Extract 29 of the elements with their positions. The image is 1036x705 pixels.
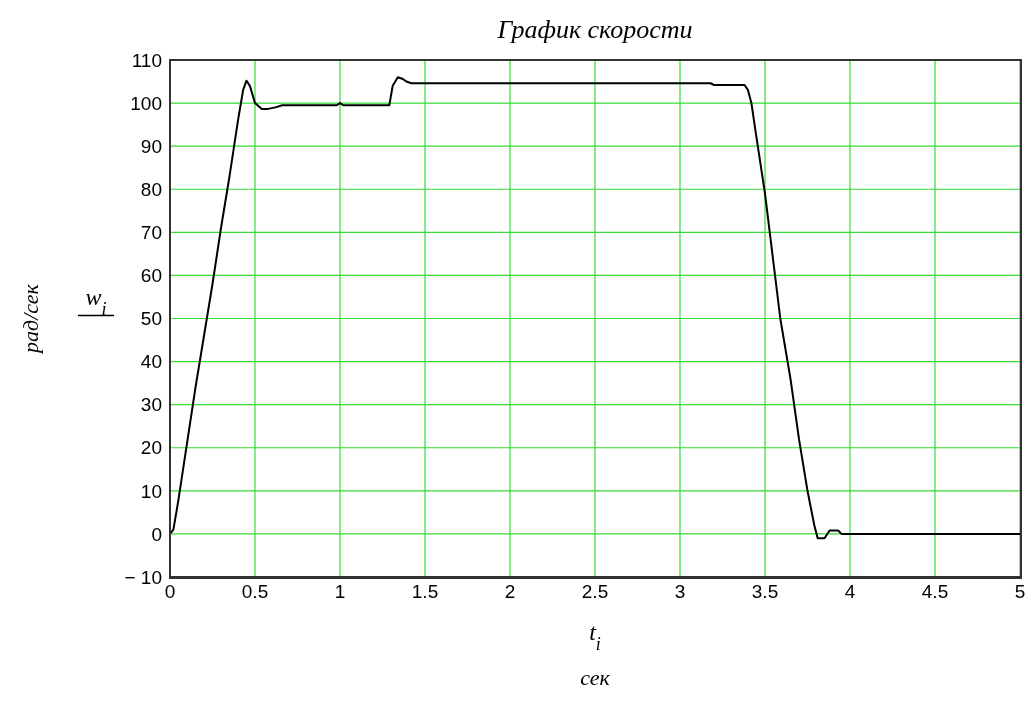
y-tick-label: 20 — [140, 437, 162, 459]
y-tick-label: 30 — [140, 394, 162, 416]
text: рад/сек — [18, 283, 43, 355]
y-tick-label: 70 — [140, 222, 162, 244]
y-tick-label: 80 — [140, 178, 162, 200]
x-tick-label: 3.5 — [751, 581, 779, 603]
x-tick-label: 0.5 — [241, 581, 269, 603]
y-tick-label: 0 — [151, 523, 162, 545]
y-tick-label: 10 — [140, 480, 162, 502]
x-axis-title: t$_{i}$ — [589, 619, 601, 654]
y-tick-label: 40 — [140, 351, 162, 373]
x-tick-label: 1 — [334, 581, 346, 603]
y-tick-label: − 10 — [124, 566, 162, 588]
y-tick-label: 50 — [140, 308, 162, 330]
text: сек — [580, 665, 611, 690]
x-tick-label: 3 — [674, 581, 686, 603]
y-axis-title: w$_{i}$ — [85, 283, 107, 319]
y-tick-label: 60 — [140, 265, 162, 287]
y-tick-label: 100 — [130, 92, 162, 114]
x-tick-label: 4 — [844, 581, 856, 603]
x-tick-label: 2 — [504, 581, 516, 603]
y-tick-label: 110 — [131, 49, 162, 71]
y-tick-label: 90 — [140, 135, 162, 157]
chart-title: График скорости — [496, 15, 693, 44]
x-tick-label: 1.5 — [411, 581, 439, 603]
x-tick-label: 5 — [1014, 581, 1026, 603]
x-tick-label: 0 — [164, 581, 176, 603]
x-tick-label: 2.5 — [581, 581, 609, 603]
x-tick-label: 4.5 — [921, 581, 949, 603]
